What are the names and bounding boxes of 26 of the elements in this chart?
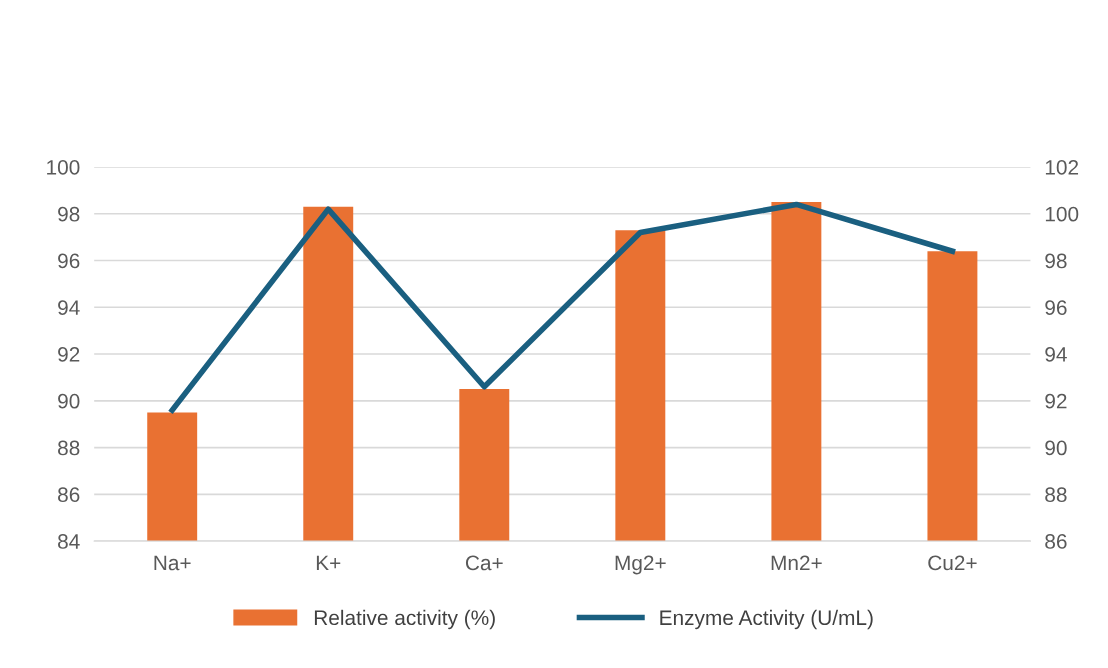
y-tick-label: 94: [58, 300, 80, 316]
y2-tick-label: 92: [1045, 393, 1067, 409]
x-tick-label: Cu2+: [928, 555, 977, 571]
y2-tick-label: 102: [1045, 160, 1079, 175]
x-tick-label: Mn2+: [771, 555, 822, 571]
y-tick-label: 86: [58, 487, 80, 503]
y-tick-label: 90: [58, 393, 80, 409]
legend-label: Enzyme Activity (U/mL): [660, 609, 873, 630]
x-tick-label: Mg2+: [615, 555, 666, 575]
y-tick-label: 88: [58, 440, 80, 456]
y2-tick-label: 88: [1045, 487, 1067, 503]
y2-tick-label: 94: [1045, 347, 1067, 362]
y2-tick-label: 98: [1045, 253, 1067, 269]
legend-label: Relative activity (%): [314, 609, 495, 630]
y-tick-label: 96: [58, 253, 80, 269]
y-tick-label: 100: [47, 160, 80, 175]
y-tick-label: 98: [58, 206, 80, 222]
x-tick-label: Ca+: [465, 555, 503, 571]
y2-tick-label: 96: [1045, 300, 1067, 316]
x-tick-label: K+: [316, 555, 341, 571]
x-tick-label: Na+: [154, 555, 191, 571]
y-tick-label: 92: [58, 347, 80, 362]
y-tick-label: 84: [58, 534, 80, 549]
y2-tick-label: 100: [1045, 206, 1079, 222]
y2-tick-label: 86: [1045, 534, 1067, 549]
y2-tick-label: 90: [1045, 440, 1067, 456]
